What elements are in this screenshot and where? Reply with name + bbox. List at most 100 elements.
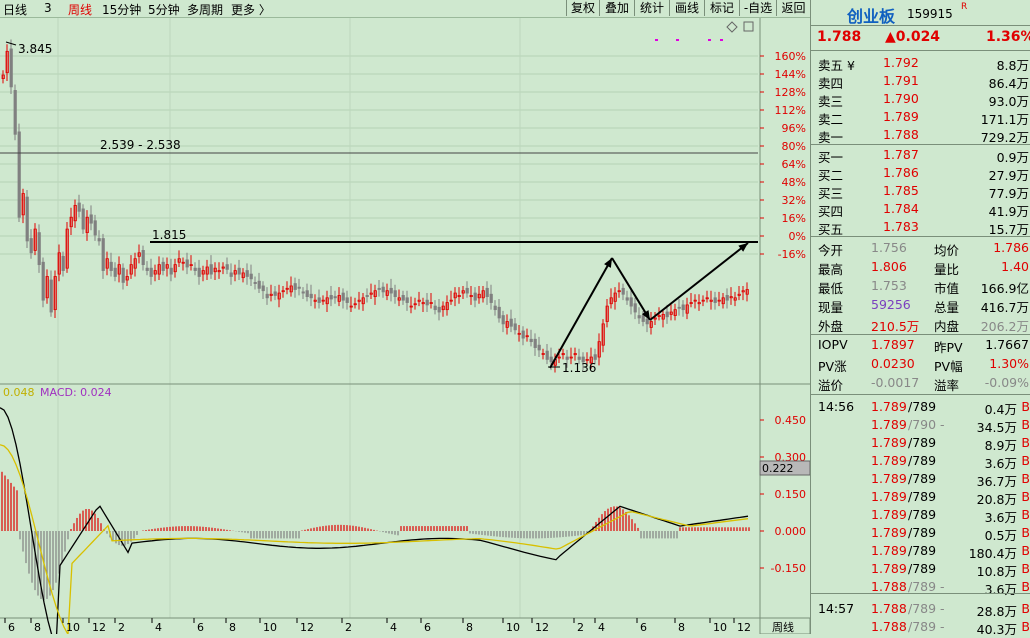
tick-row: 1.789/789 3.6万 B	[811, 452, 1030, 471]
candle-body	[157, 264, 161, 275]
support-price-label: 1.815	[152, 228, 186, 242]
buy-volume: 0.9万	[996, 150, 1029, 165]
chart-gridlines	[0, 18, 810, 634]
tick-direction: B	[1021, 619, 1030, 634]
tab-daily[interactable]: 日线	[3, 3, 28, 17]
stat-label: 量比	[934, 262, 960, 277]
dea-line	[0, 444, 749, 634]
candle-body	[225, 264, 229, 270]
iopv-label: PV幅	[934, 359, 963, 374]
tab-5min[interactable]: 5分钟	[148, 3, 180, 17]
candle-body	[377, 287, 381, 290]
candle-body	[337, 295, 341, 302]
stats-button[interactable]: 统计	[634, 0, 669, 16]
tick-price: 1.789	[871, 399, 907, 414]
sell-level-label: 卖三	[818, 94, 844, 109]
candle-body	[533, 338, 537, 348]
price-summary: 1.788 ▲0.024 1.36%	[811, 28, 1030, 48]
candle-body	[149, 267, 153, 277]
adjust-button[interactable]: 复权	[566, 0, 599, 16]
xaxis-label: 2	[345, 621, 352, 634]
buy-row: 买三 1.785 77.9万	[811, 182, 1030, 201]
tick-bid-ask: /790 -	[908, 417, 945, 432]
price-pct-tick: 96%	[782, 122, 806, 135]
candle-body	[665, 311, 669, 318]
tick-bid-ask: /789	[908, 525, 937, 540]
candle-body	[181, 261, 185, 264]
stat-label: 今开	[818, 243, 844, 258]
tick-row: 1.789/789 3.6万 B	[811, 506, 1030, 525]
candle-body	[693, 299, 697, 302]
signal-dot	[655, 39, 658, 41]
tab-weekly[interactable]: 周线	[68, 3, 93, 17]
xaxis-label: 6	[197, 621, 204, 634]
iopv-label: 昨PV	[934, 340, 963, 355]
price-pct-tick: 16%	[782, 212, 806, 225]
tab-multi-period[interactable]: 多周期	[187, 3, 224, 17]
signal-dot	[676, 39, 679, 41]
candle-body	[513, 323, 517, 331]
stat-row: 现量 59256 总量 416.7万	[811, 296, 1030, 315]
tab-more[interactable]: 更多 〉	[231, 3, 271, 17]
xaxis-label: 8	[229, 621, 236, 634]
candle-body	[365, 295, 369, 298]
candle-body	[249, 273, 253, 280]
candle-body	[297, 286, 301, 289]
candle-body	[373, 290, 377, 298]
tick-price: 1.789	[871, 489, 907, 504]
tick-row: 1.789/789 8.9万 B	[811, 434, 1030, 453]
stat-label: 现量	[818, 300, 844, 315]
candle-body	[605, 305, 609, 322]
stat-value: 1.753	[871, 278, 907, 293]
back-button[interactable]: 返回	[776, 0, 810, 16]
candle-body	[333, 296, 337, 299]
signal-dot	[720, 39, 723, 41]
stat-label: 最低	[818, 281, 844, 296]
candle-body	[449, 299, 453, 302]
tick-price: 1.789	[871, 507, 907, 522]
high-price-label: 3.845	[18, 42, 52, 56]
tick-direction: B	[1021, 579, 1030, 594]
candle-body	[629, 297, 633, 307]
tick-price: 1.789	[871, 471, 907, 486]
price-pct-tick: 80%	[782, 140, 806, 153]
candle-body	[521, 330, 525, 339]
candle-body	[141, 250, 145, 266]
overlay-button[interactable]: 叠加	[599, 0, 634, 16]
candle-body	[529, 338, 533, 343]
candle-body	[45, 276, 49, 299]
buy-price: 1.786	[883, 165, 919, 180]
tick-row: 1.789/789 20.8万 B	[811, 488, 1030, 507]
up-arrow	[549, 257, 613, 369]
sell-row: 卖一 1.788 729.2万	[811, 126, 1030, 145]
tick-volume: 0.4万	[984, 402, 1017, 417]
candle-body	[165, 264, 169, 269]
candle-body	[417, 299, 421, 302]
mark-button[interactable]: 标记	[704, 0, 739, 16]
candle-body	[133, 258, 137, 269]
candle-body	[397, 297, 401, 301]
candle-body	[109, 261, 113, 271]
tab-count[interactable]: 3	[44, 1, 52, 15]
sell-volume: 93.0万	[988, 94, 1029, 109]
candle-body	[557, 356, 561, 359]
tab-15min[interactable]: 15分钟	[102, 3, 142, 17]
candle-body	[325, 297, 329, 305]
candle-body	[217, 270, 221, 273]
tick-price: 1.789	[871, 543, 907, 558]
tick-price: 1.788	[871, 619, 907, 634]
kline-chart[interactable]: 160% 144% 128% 112% 96% 80% 64% 48% 32% 16% 0% -16%…	[0, 18, 810, 634]
watchlist-button[interactable]: -自选	[739, 0, 776, 16]
draw-line-button[interactable]: 画线	[669, 0, 704, 16]
buy-price: 1.785	[883, 183, 919, 198]
xaxis-label: 12	[737, 621, 751, 634]
candle-body	[137, 252, 141, 257]
price-pct-tick: 64%	[782, 158, 806, 171]
candle-body	[669, 311, 673, 315]
quote-header: 创业板 159915 R	[811, 2, 1030, 26]
tick-volume: 20.8万	[976, 492, 1017, 507]
macd-lines	[0, 407, 749, 634]
tick-bid-ask: /789	[908, 561, 937, 576]
stat-value: 1.756	[871, 240, 907, 255]
tick-price: 1.788	[871, 579, 907, 594]
